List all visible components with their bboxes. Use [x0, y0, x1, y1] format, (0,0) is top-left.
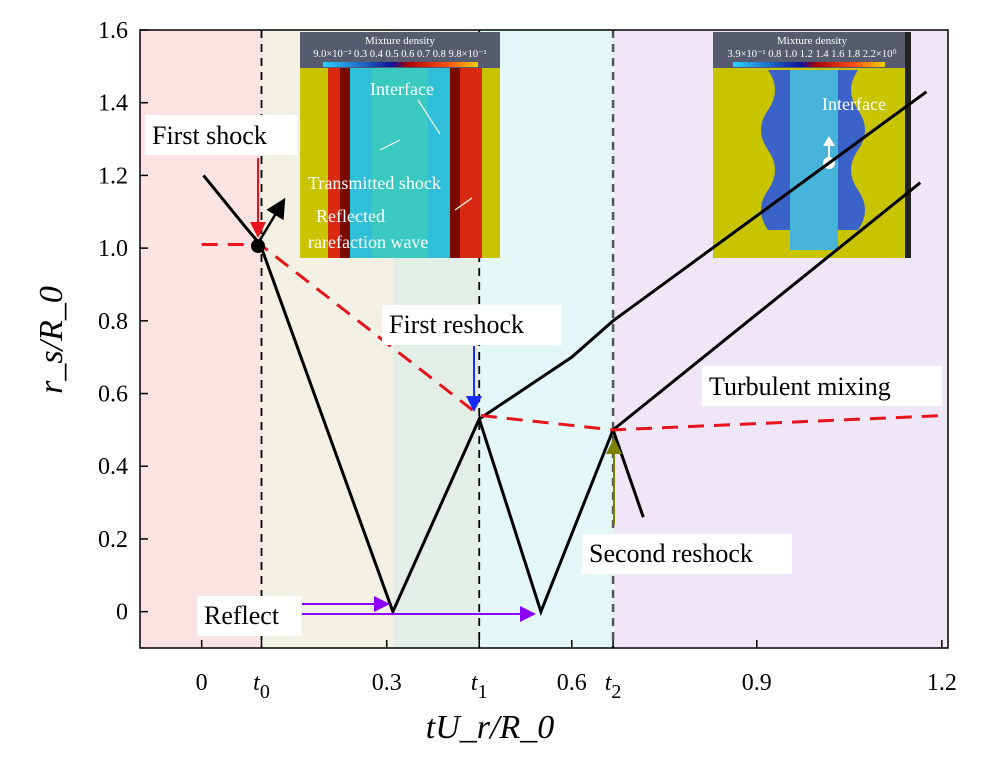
shock-line-0	[202, 174, 922, 617]
x-tick-label: 0.9	[742, 670, 772, 696]
inset-right-scale: 3.9×10⁻¹ 0.8 1.0 1.2 1.4 1.6 1.8 2.2×10⁰	[727, 48, 897, 60]
label-first-reshock: First reshock	[389, 310, 524, 339]
y-tick-label: 1.4	[98, 91, 128, 117]
y-axis-label: r_s/R_0	[33, 286, 70, 394]
transmitted-arrow	[258, 197, 286, 241]
label-reflect: Reflect	[204, 601, 280, 630]
y-tick-label: 0	[116, 600, 128, 626]
plot-frame	[139, 29, 949, 649]
y-tick-label: 1.6	[98, 18, 128, 44]
x-axis-label: tU_r/R_0	[426, 709, 554, 746]
y-tick-label: 0.8	[98, 309, 128, 335]
annotations: First shock First reshock Second reshock…	[145, 115, 942, 636]
y-tick-label: 1.2	[98, 163, 128, 189]
y-tick-label: 0.2	[98, 527, 128, 553]
label-first-shock: First shock	[152, 121, 267, 150]
inset-left-reflected: Reflected	[316, 206, 385, 226]
inset-left-transmitted: Transmitted shock	[308, 173, 441, 193]
interface-line	[201, 242, 949, 432]
label-second-reshock: Second reshock	[589, 539, 753, 568]
first-shock-point	[251, 239, 265, 253]
x-tick-label: 0	[196, 670, 208, 696]
y-tick-label: 0.6	[98, 382, 128, 408]
series-lines	[201, 90, 949, 617]
y-tick-label: 1.0	[98, 236, 128, 262]
inset-right: Mixture density 3.9×10⁻¹ 0.8 1.0 1.2 1.4…	[713, 32, 911, 258]
inset-left-title: Mixture density	[365, 35, 435, 47]
label-turbulent-mixing: Turbulent mixing	[709, 372, 891, 401]
axes: 0 t0 0.3 t1 0.6 t2 0.9 1.2 0 0.2 0.4 0.6 0.8 1.0 1.2 1.…	[98, 18, 957, 703]
x-tick-label: 0.3	[372, 670, 402, 696]
x-tick-label: t1	[471, 670, 488, 703]
x-tick-label: 1.2	[927, 670, 957, 696]
x-tick-label: 0.6	[557, 670, 587, 696]
y-tick-label: 0.4	[98, 454, 128, 480]
x-tick-label: t2	[605, 670, 622, 703]
inset-left-rarefaction: rarefaction wave	[308, 232, 428, 252]
inset-left-scale: 9.0×10⁻² 0.3 0.4 0.5 0.6 0.7 0.8 9.8×10⁻…	[313, 49, 487, 60]
inset-left: Mixture density 9.0×10⁻² 0.3 0.4 0.5 0.6…	[300, 32, 500, 258]
inset-right-title: Mixture density	[777, 35, 847, 47]
inset-left-interface: Interface	[370, 79, 434, 99]
shock-line-1	[478, 90, 928, 421]
x-tick-label: t0	[253, 670, 270, 703]
inset-right-interface: Interface	[822, 94, 886, 114]
